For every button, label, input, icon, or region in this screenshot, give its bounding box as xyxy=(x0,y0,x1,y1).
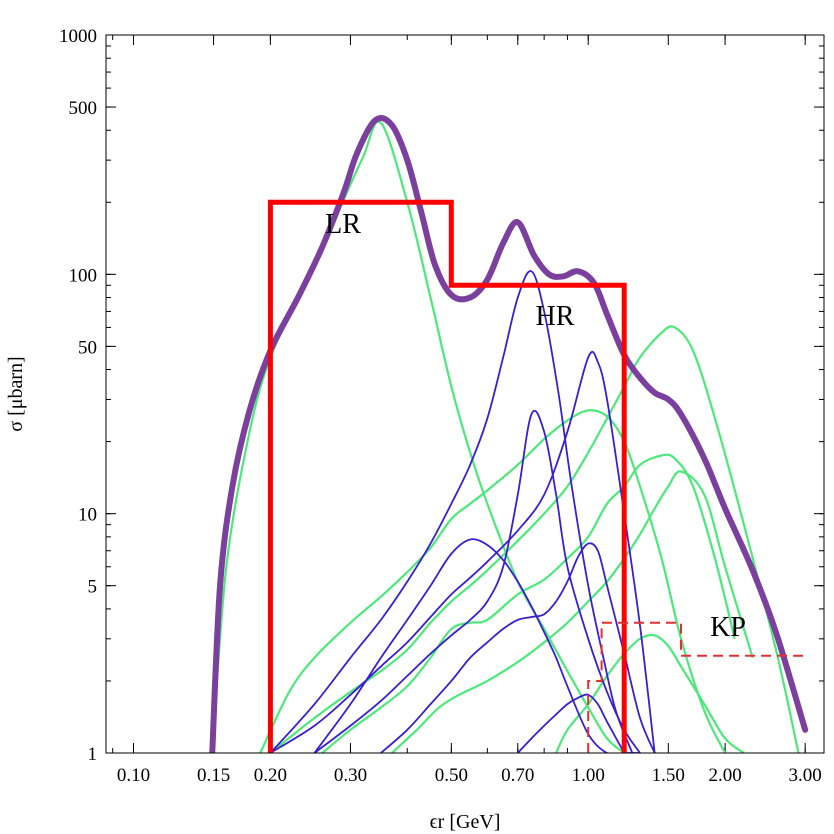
y-tick-label: 5 xyxy=(88,577,98,598)
x-tick-label: 2.00 xyxy=(708,765,741,786)
y-tick-label: 100 xyxy=(69,265,98,286)
tick-labels: 0.10 0.15 0.20 0.30 0.50 0.70 1.00 1.50 2.00 3.00… xyxy=(59,26,822,786)
blue-component-curve xyxy=(313,538,641,753)
green-component-curve xyxy=(211,120,625,753)
blue-component-curve xyxy=(517,693,626,753)
annotation-lr: LR xyxy=(325,209,361,240)
blue-component-curve xyxy=(269,270,634,753)
dashed-step-line xyxy=(587,621,806,753)
green-component-curve xyxy=(321,453,736,753)
annotation-kp: KP xyxy=(710,612,746,643)
annotation-hr: HR xyxy=(536,301,575,332)
x-tick-label: 0.30 xyxy=(334,765,367,786)
x-tick-label: 0.15 xyxy=(197,765,230,786)
minor-ticks xyxy=(106,35,824,754)
x-tick-label: 0.70 xyxy=(501,765,534,786)
x-tick-label: 1.50 xyxy=(652,765,685,786)
total-curve xyxy=(209,115,809,753)
boxes xyxy=(267,199,806,753)
green-component-curve xyxy=(269,325,800,753)
x-axis-label: ϵr [GeV] xyxy=(430,811,501,833)
blue-component-curve xyxy=(380,542,656,753)
x-tick-label: 1.00 xyxy=(572,765,605,786)
y-tick-label: 1000 xyxy=(59,26,97,47)
y-tick-label: 50 xyxy=(78,337,97,358)
x-tick-label: 0.50 xyxy=(435,765,468,786)
y-axis-label: σ [μbarn] xyxy=(5,356,27,431)
green-component-curve xyxy=(259,409,727,753)
curves xyxy=(209,115,809,753)
solid-step-line xyxy=(267,199,627,753)
x-tick-label: 0.20 xyxy=(254,765,287,786)
y-tick-label: 1 xyxy=(88,744,98,765)
blue-component-curve xyxy=(313,409,641,753)
green-component-curve xyxy=(391,470,754,753)
green-component-curve xyxy=(555,633,745,753)
x-tick-label: 3.00 xyxy=(789,765,822,786)
y-tick-label: 500 xyxy=(69,98,98,119)
plot-frame xyxy=(105,34,825,754)
blue-component-curve xyxy=(269,350,656,753)
x-tick-label: 0.10 xyxy=(117,765,150,786)
y-tick-label: 10 xyxy=(78,505,97,526)
major-ticks xyxy=(106,34,824,754)
